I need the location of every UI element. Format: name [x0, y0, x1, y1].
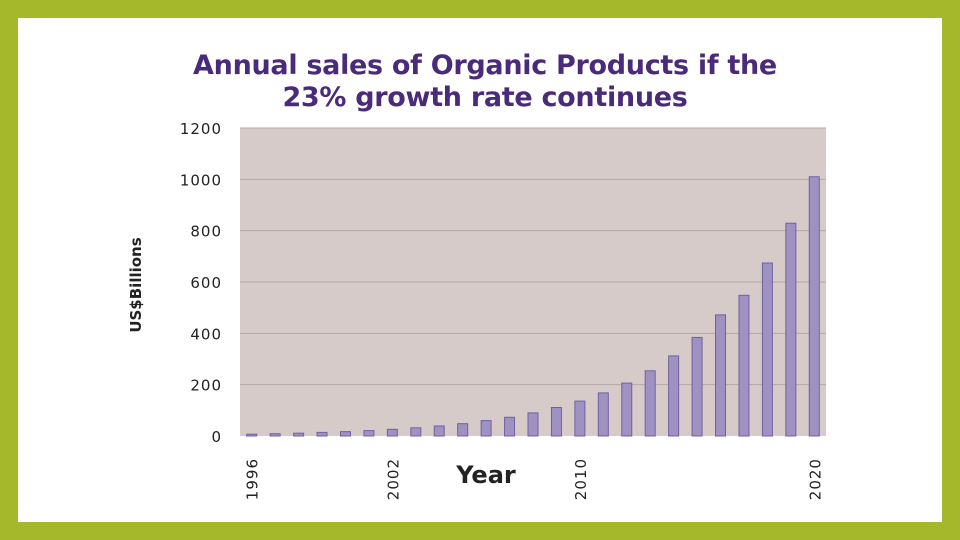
chart-title: Annual sales of Organic Products if the … [120, 50, 850, 114]
bar-2005 [457, 423, 469, 437]
y-tick-label: 800 [190, 223, 222, 241]
y-axis: 0 200 400 600 800 1000 1200 [180, 120, 222, 446]
bar-2006 [480, 420, 492, 437]
bar-2020 [808, 176, 820, 437]
x-axis: 1996 2002 2010 2020 [244, 458, 825, 500]
y-axis-label: US$Billions [127, 237, 145, 332]
gridlines [240, 127, 826, 386]
bar-2001 [363, 430, 375, 437]
x-axis-label: Year [455, 461, 516, 489]
bar-2019 [785, 222, 797, 437]
bar-2000 [339, 431, 351, 437]
x-tick-label: 2010 [572, 458, 590, 500]
bar-2010 [574, 400, 586, 437]
y-tick-label: 400 [190, 325, 222, 343]
bar-2014 [668, 355, 680, 437]
bar-2003 [410, 427, 422, 437]
bar-2015 [691, 336, 703, 437]
bar-2009 [550, 407, 562, 437]
y-tick-label: 1200 [180, 120, 222, 138]
y-tick-label: 1000 [180, 171, 222, 189]
chart-title-line-1: Annual sales of Organic Products if the [193, 50, 777, 81]
bar-1996 [246, 433, 258, 437]
bar-2018 [761, 262, 773, 437]
bar-2012 [621, 382, 633, 437]
x-tick-label: 1996 [244, 458, 262, 500]
bar-2007 [504, 416, 516, 437]
bar-1999 [316, 431, 328, 437]
bar-2013 [644, 370, 656, 437]
y-tick-label: 0 [211, 428, 222, 446]
bar-2016 [715, 314, 727, 437]
y-tick-label: 600 [190, 274, 222, 292]
bar-1997 [269, 433, 281, 437]
bar-2004 [433, 425, 445, 437]
bar-2002 [386, 428, 398, 437]
bar-1998 [293, 432, 305, 437]
x-tick-label: 2020 [806, 458, 824, 500]
bar-2008 [527, 412, 539, 437]
bar-2011 [597, 392, 609, 437]
bars [246, 176, 820, 437]
y-tick-label: 200 [190, 377, 222, 395]
x-tick-label: 2002 [384, 458, 402, 500]
chart-title-line-2: 23% growth rate continues [282, 82, 688, 113]
bar-2017 [738, 294, 750, 437]
